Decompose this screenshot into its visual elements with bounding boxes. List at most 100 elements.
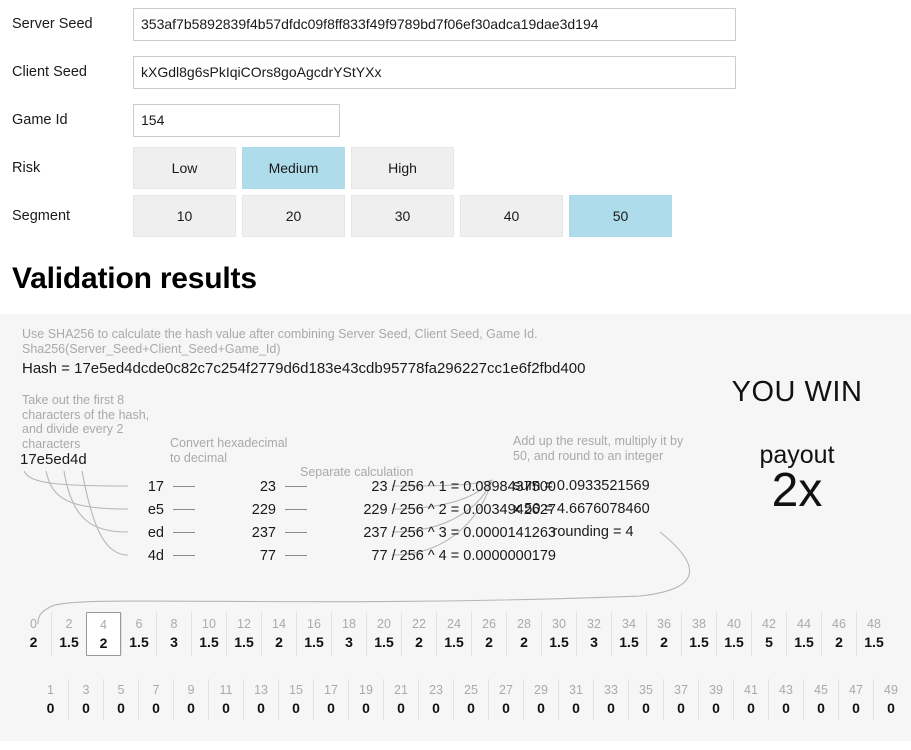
form-row-client-seed: Client Seed	[0, 48, 911, 96]
segment-cell[interactable]: 30 1.5	[541, 612, 576, 656]
segment-cell[interactable]: 39 0	[698, 679, 733, 720]
segment-cell[interactable]: 44 1.5	[786, 612, 821, 656]
segment-cell[interactable]: 45 0	[803, 679, 838, 720]
segment-cell[interactable]: 13 0	[243, 679, 278, 720]
segment-cell[interactable]: 14 2	[261, 612, 296, 656]
segment-cell[interactable]: 48 1.5	[856, 612, 891, 656]
segment-cell[interactable]: 37 0	[663, 679, 698, 720]
segment-cell[interactable]: 47 0	[838, 679, 873, 720]
segment-cell[interactable]: 22 2	[401, 612, 436, 656]
segment-cell[interactable]: 43 0	[768, 679, 803, 720]
segment-cell[interactable]: 34 1.5	[611, 612, 646, 656]
hex-prefix: 17e5ed4d	[20, 451, 87, 468]
client-seed-input[interactable]	[133, 55, 736, 89]
segment-cell-value: 0	[292, 700, 300, 716]
segment-cell[interactable]: 20 1.5	[366, 612, 401, 656]
segment-cell-value: 0	[782, 700, 790, 716]
segment-option-40[interactable]: 40	[460, 195, 563, 237]
segment-cell-value: 0	[82, 700, 90, 716]
segment-cell[interactable]: 49 0	[873, 679, 908, 720]
segment-cell-value: 1.5	[724, 634, 744, 650]
segment-cell[interactable]: 16 1.5	[296, 612, 331, 656]
segment-cell-value: 0	[46, 700, 55, 716]
win-title: YOU WIN	[731, 376, 863, 408]
segment-cell-index: 1	[47, 683, 54, 697]
page-title: Validation results	[12, 262, 257, 295]
segment-cell[interactable]: 25 0	[453, 679, 488, 720]
risk-label: Risk	[12, 159, 41, 176]
segment-cell[interactable]: 2 1.5	[51, 612, 86, 656]
segment-cell-value: 0	[257, 700, 265, 716]
segment-cell[interactable]: 24 1.5	[436, 612, 471, 656]
segment-cell[interactable]: 17 0	[313, 679, 348, 720]
calc-hex: ed	[147, 524, 164, 541]
segment-cell[interactable]: 12 1.5	[226, 612, 261, 656]
segment-cell-index: 12	[237, 617, 251, 631]
segment-cell[interactable]: 18 3	[331, 612, 366, 656]
risk-option-low[interactable]: Low	[133, 147, 236, 189]
risk-option-medium[interactable]: Medium	[242, 147, 345, 189]
segment-option-10[interactable]: 10	[133, 195, 236, 237]
segment-cell-index: 17	[324, 683, 338, 697]
calc-dec: 23	[259, 478, 276, 495]
segment-cell-index: 21	[394, 683, 408, 697]
segment-cell-index: 31	[569, 683, 583, 697]
segment-cell[interactable]: 32 3	[576, 612, 611, 656]
sha-explainer-line2: Sha256(Server_Seed+Client_Seed+Game_Id)	[22, 341, 281, 356]
segment-cell[interactable]: 29 0	[523, 679, 558, 720]
segment-cell[interactable]: 38 1.5	[681, 612, 716, 656]
segment-cell-value: 2	[485, 634, 493, 650]
segment-cell[interactable]: 11 0	[208, 679, 243, 720]
server-seed-input[interactable]	[133, 7, 736, 41]
segment-cell-value: 0	[502, 700, 510, 716]
segment-cell[interactable]: 10 1.5	[191, 612, 226, 656]
segment-cell[interactable]: 21 0	[383, 679, 418, 720]
segment-option-20[interactable]: 20	[242, 195, 345, 237]
win-block: YOU WIN payout 2x	[683, 376, 911, 516]
segment-option-30[interactable]: 30	[351, 195, 454, 237]
segment-cell[interactable]: 46 2	[821, 612, 856, 656]
segment-cell[interactable]: 26 2	[471, 612, 506, 656]
dash-separator-icon	[173, 532, 195, 533]
segment-cell[interactable]: 15 0	[278, 679, 313, 720]
segment-cell-value: 0	[222, 700, 230, 716]
segment-cell[interactable]: 6 1.5	[121, 612, 156, 656]
segment-cell[interactable]: 19 0	[348, 679, 383, 720]
segment-cell[interactable]: 27 0	[488, 679, 523, 720]
segment-cell[interactable]: 28 2	[506, 612, 541, 656]
risk-option-high[interactable]: High	[351, 147, 454, 189]
segment-cell[interactable]: 36 2	[646, 612, 681, 656]
segment-cell-index: 5	[117, 683, 125, 697]
form-row-game-id: Game Id	[0, 96, 911, 144]
segment-cell-value: 1.5	[619, 634, 639, 650]
calculation-row: 4d 77 77 / 256 ^ 4 = 0.0000000179	[130, 544, 556, 567]
segment-cell[interactable]: 42 5	[751, 612, 786, 656]
form-row-risk: Risk Low Medium High	[0, 144, 911, 192]
segment-cell-value: 1.5	[234, 634, 254, 650]
segment-option-50[interactable]: 50	[569, 195, 672, 237]
segment-cell-index: 36	[657, 617, 671, 631]
segment-cell-index: 15	[289, 683, 303, 697]
segment-cell-index: 34	[622, 617, 636, 631]
segment-cell[interactable]: 23 0	[418, 679, 453, 720]
segment-cell-index: 47	[849, 683, 863, 697]
segment-cell[interactable]: 40 1.5	[716, 612, 751, 656]
game-id-input[interactable]	[133, 103, 340, 137]
calculation-row: 17 23 23 / 256 ^ 1 = 0.0898437500	[130, 475, 556, 498]
segment-cell[interactable]: 41 0	[733, 679, 768, 720]
segment-cell-index: 16	[307, 617, 321, 631]
segment-cell-value: 5	[765, 634, 773, 650]
segment-cell[interactable]: 31 0	[558, 679, 593, 720]
segment-cell[interactable]: 35 0	[628, 679, 663, 720]
segment-cell[interactable]: 33 0	[593, 679, 628, 720]
segment-cell-value: 1.5	[129, 634, 149, 650]
dash-separator-icon	[285, 509, 307, 510]
